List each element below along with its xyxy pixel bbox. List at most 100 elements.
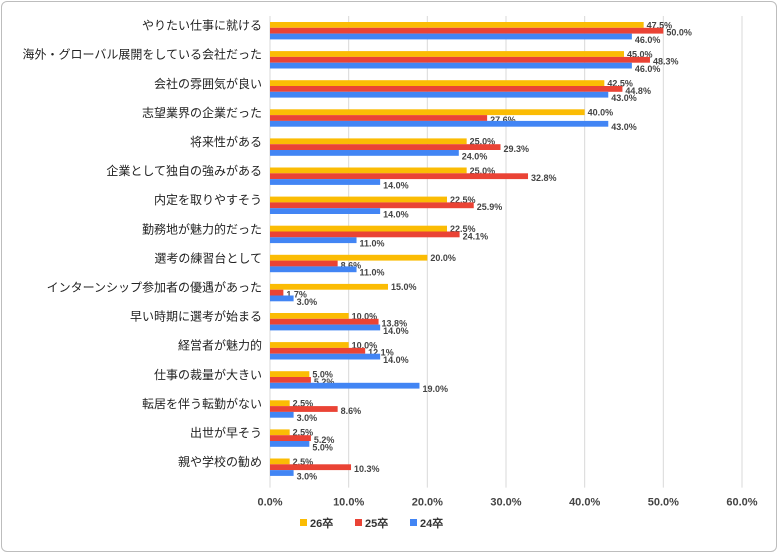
data-label: 25.9%	[477, 202, 503, 212]
data-label: 5.0%	[312, 370, 333, 380]
category-label: 海外・グローバル展開をしている会社だった	[22, 47, 262, 62]
data-label: 24.1%	[463, 231, 489, 241]
data-label: 47.5%	[647, 20, 673, 30]
x-tick-label: 50.0%	[648, 497, 679, 509]
data-label: 5.2%	[314, 377, 335, 387]
bar-24卒	[270, 179, 381, 185]
bar-25卒	[270, 231, 460, 238]
data-label: 24.0%	[462, 151, 488, 161]
bar-26卒	[270, 109, 585, 116]
bar-24卒	[270, 411, 294, 418]
data-label: 42.5%	[607, 79, 633, 89]
data-label: 8.6%	[341, 260, 362, 270]
data-label: 27.6%	[490, 115, 516, 125]
data-label: 8.6%	[341, 406, 362, 416]
bar-26卒	[270, 458, 290, 465]
data-label: 12.1%	[368, 348, 394, 358]
bar-26卒	[270, 167, 467, 174]
data-label: 48.3%	[653, 57, 679, 67]
bar-24卒	[270, 33, 632, 40]
category-label: 早い時期に選考が始まる	[130, 309, 262, 324]
data-label: 14.0%	[383, 210, 409, 220]
data-label: 11.0%	[360, 239, 385, 249]
bar-24卒	[270, 237, 357, 244]
bar-24卒	[270, 62, 632, 69]
legend-label: 25卒	[365, 516, 388, 530]
data-label: 10.0%	[352, 340, 378, 350]
bar-25卒	[270, 347, 366, 354]
bar-25卒	[270, 86, 623, 92]
data-label: 29.3%	[503, 144, 529, 154]
bar-26卒	[270, 22, 644, 28]
data-label: 2.5%	[293, 428, 314, 438]
bar-26卒	[270, 225, 447, 232]
category-label: 転居を伴う転勤がない	[142, 396, 262, 411]
bar-24卒	[270, 470, 294, 476]
data-label: 3.0%	[297, 471, 318, 481]
category-label: 出世が早そう	[190, 425, 262, 440]
legend-label: 26卒	[310, 516, 333, 530]
bar-26卒	[270, 283, 388, 290]
data-label: 25.0%	[470, 166, 496, 176]
bar-25卒	[270, 318, 379, 325]
data-label: 2.5%	[293, 399, 314, 409]
x-tick-label: 20.0%	[412, 497, 443, 509]
bar-24卒	[270, 208, 381, 214]
bar-25卒	[270, 115, 488, 121]
bar-26卒	[270, 80, 605, 86]
bar-25卒	[270, 406, 338, 412]
data-label: 1.7%	[286, 290, 307, 300]
data-label: 43.0%	[611, 122, 637, 132]
data-label: 5.0%	[312, 442, 333, 452]
bar-26卒	[270, 196, 447, 203]
category-label: インターンシップ参加者の優遇があった	[47, 279, 262, 294]
bar-24卒	[270, 353, 381, 360]
bar-25卒	[270, 289, 284, 296]
bar-24卒	[270, 382, 420, 389]
data-label: 2.5%	[293, 457, 314, 467]
category-label: 親や学校の勧め	[178, 454, 262, 469]
category-label: 将来性がある	[190, 134, 262, 149]
legend-label: 24卒	[420, 516, 443, 530]
x-tick-label: 30.0%	[490, 497, 521, 509]
bar-25卒	[270, 377, 311, 383]
category-label: やりたい仕事に就ける	[142, 19, 262, 33]
data-label: 10.3%	[354, 464, 380, 474]
bar-26卒	[270, 429, 290, 436]
data-label: 44.8%	[625, 86, 651, 96]
data-label: 14.0%	[383, 355, 409, 365]
bar-26卒	[270, 342, 349, 348]
legend-swatch	[300, 519, 307, 526]
data-label: 15.0%	[391, 282, 417, 292]
bar-26卒	[270, 400, 290, 407]
data-label: 50.0%	[666, 28, 692, 38]
data-label: 14.0%	[383, 326, 409, 336]
data-label: 3.0%	[297, 413, 318, 423]
bar-24卒	[270, 150, 459, 156]
bar-24卒	[270, 324, 381, 331]
bar-25卒	[270, 435, 311, 441]
data-label: 45.0%	[627, 49, 653, 59]
data-label: 22.5%	[450, 195, 476, 205]
category-label: 志望業界の企業だった	[142, 105, 262, 120]
category-label: 選考の練習台として	[154, 250, 262, 265]
data-label: 13.8%	[382, 319, 408, 329]
bar-24卒	[270, 91, 609, 98]
bar-24卒	[270, 441, 310, 447]
bar-25卒	[270, 173, 529, 180]
category-label: 企業として独自の強みがある	[106, 163, 262, 178]
data-label: 32.8%	[531, 173, 557, 183]
category-label: 会社の雰囲気が良い	[154, 76, 262, 91]
bar-25卒	[270, 27, 664, 34]
bar-26卒	[270, 51, 624, 57]
x-tick-label: 10.0%	[333, 497, 364, 509]
bar-25卒	[270, 464, 352, 471]
legend-swatch	[410, 519, 417, 526]
data-label: 46.0%	[635, 35, 661, 45]
data-label: 20.0%	[430, 253, 456, 263]
data-label: 10.0%	[352, 311, 378, 321]
data-label: 46.0%	[635, 64, 661, 74]
bar-26卒	[270, 138, 467, 145]
data-label: 43.0%	[611, 93, 637, 103]
